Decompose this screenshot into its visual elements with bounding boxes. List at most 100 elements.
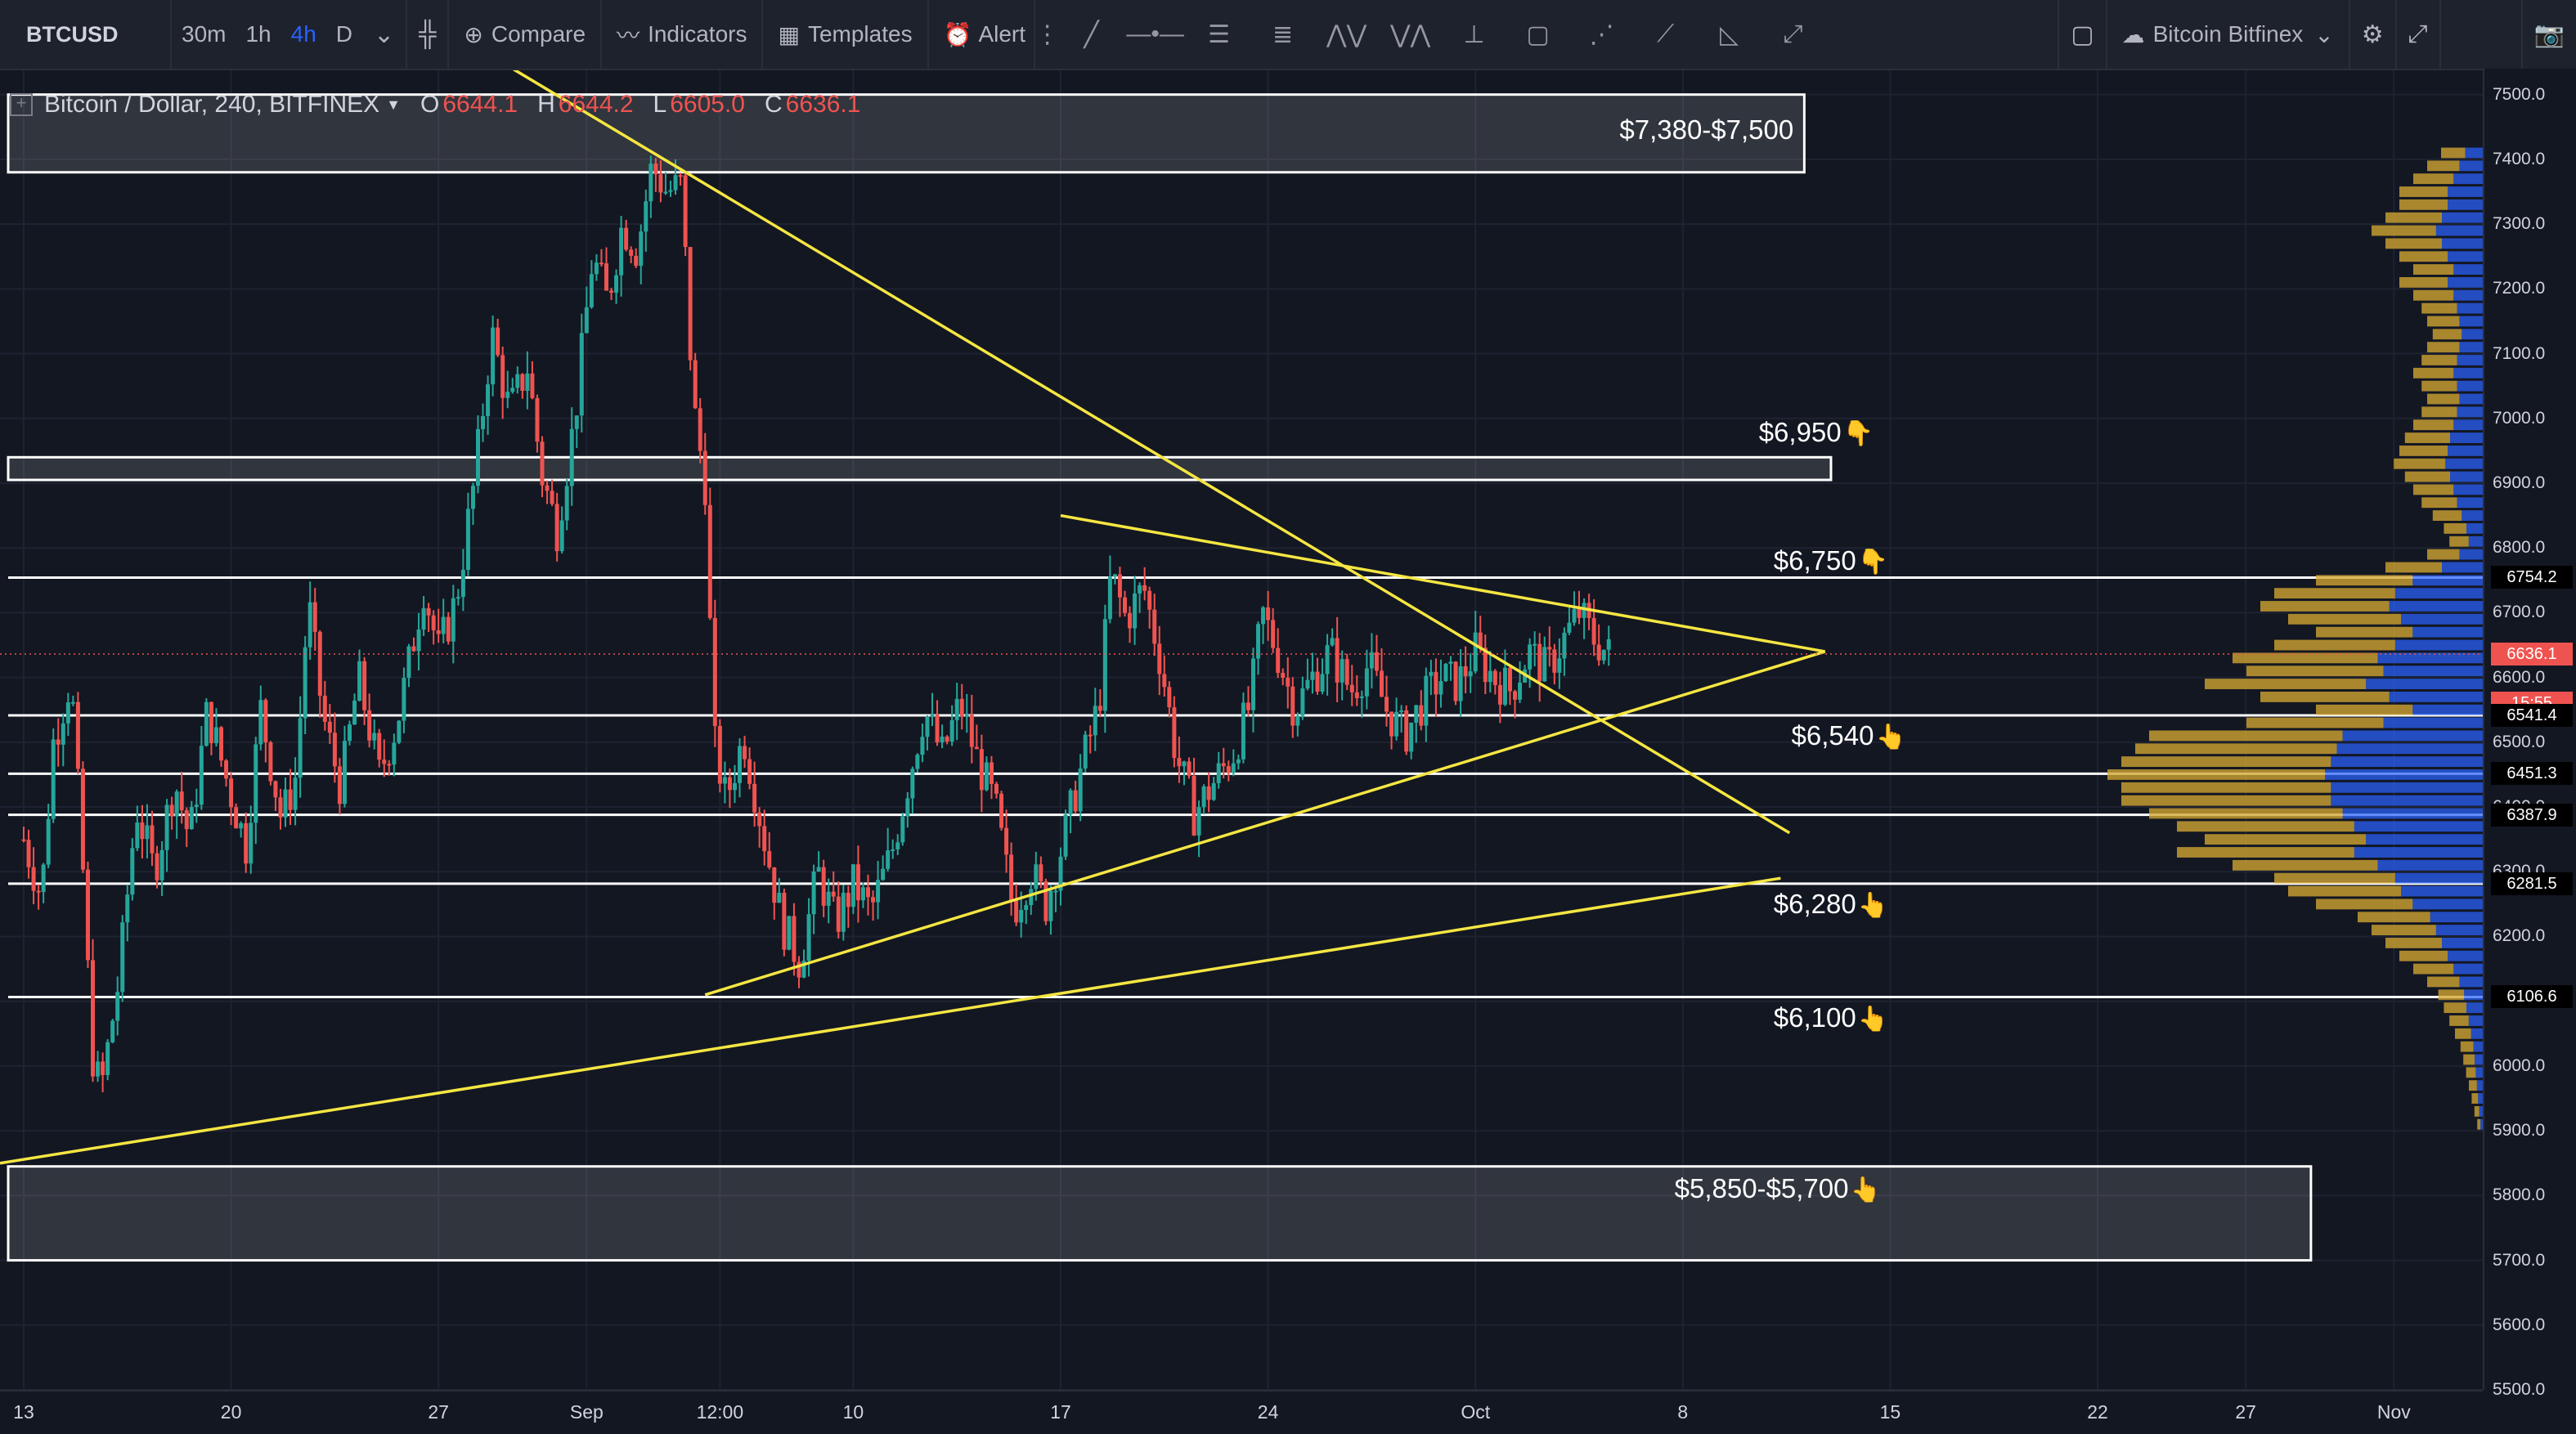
candle <box>397 719 402 745</box>
horizontal-line-tool[interactable]: —•— <box>1124 0 1187 69</box>
volume-bar-down <box>2442 937 2483 948</box>
forecast-tool[interactable]: ◺ <box>1698 0 1761 69</box>
chart-type-button[interactable]: ╬ <box>407 0 450 69</box>
pointing-up-hand-icon: 👆 <box>1875 723 1906 751</box>
volume-bar-up <box>2404 471 2451 482</box>
fib-retracement-tool[interactable]: ≣ <box>1251 0 1315 69</box>
abcd-pattern-tool[interactable]: ⋰ <box>1570 0 1634 69</box>
volume-bar-up <box>2449 1015 2469 1026</box>
legend-close-label: C <box>764 91 783 118</box>
volume-bar-down <box>2464 989 2483 1001</box>
price-tick-label: 6700.0 <box>2493 603 2546 622</box>
pattern-tool[interactable]: ⋀⋁ <box>1315 0 1379 69</box>
candle <box>1192 757 1196 836</box>
candle-body <box>1117 574 1122 598</box>
rectangle-tool[interactable]: ▢ <box>1506 0 1570 69</box>
candle-body <box>564 486 569 521</box>
price-annotation[interactable]: $6,750👇 <box>1774 545 1888 576</box>
price-axis[interactable]: 7500.0 7400.0 7300.0 7200.0 7100.0 7000.0 6900… <box>2483 69 2576 1399</box>
candle-body <box>559 520 564 552</box>
candle <box>999 791 1004 831</box>
candle <box>36 884 41 910</box>
templates-button[interactable]: ▦ Templates <box>763 0 929 69</box>
candle-body <box>1043 881 1048 921</box>
candle <box>85 861 90 969</box>
candle-body <box>288 789 293 810</box>
candle-body <box>1606 639 1611 650</box>
abcd-pattern-icon: ⋰ <box>1589 20 1614 48</box>
price-tick-label: 6500.0 <box>2493 732 2546 751</box>
price-annotation[interactable]: $6,100👆 <box>1774 1002 1888 1033</box>
candle-body <box>1463 665 1468 677</box>
candle-body <box>767 851 772 868</box>
drag-handle[interactable]: ⋮ <box>1034 20 1060 48</box>
candle <box>550 479 554 506</box>
candle-body <box>155 853 159 881</box>
time-tick-label: 12:00 <box>696 1401 744 1423</box>
candle-body <box>772 867 777 903</box>
candle-body <box>1596 644 1601 661</box>
interval-dropdown[interactable]: ⌄ <box>362 0 408 69</box>
candle-body <box>969 715 974 747</box>
volume-bar-up <box>2413 289 2454 301</box>
price-annotation[interactable]: $6,280👆 <box>1774 889 1888 920</box>
candle <box>179 771 184 824</box>
price-annotation[interactable]: $6,950👇 <box>1759 417 1874 448</box>
candle <box>1567 606 1572 635</box>
price-tick-label: 6600.0 <box>2493 667 2546 687</box>
candle-body <box>1330 638 1335 646</box>
price-annotation[interactable]: $7,380-$7,500 <box>1619 114 1793 146</box>
candle <box>164 799 169 872</box>
exchange-selector[interactable]: ☁ Bitcoin Bitfinex ⌄ <box>2107 0 2350 69</box>
indicators-button[interactable]: 〰 Indicators <box>602 0 764 69</box>
volume-bar-down <box>2401 885 2483 897</box>
interval-d[interactable]: D <box>335 21 353 47</box>
candle <box>125 885 130 942</box>
projection-tool[interactable]: ⊥ <box>1443 0 1506 69</box>
candle-body <box>392 742 397 765</box>
price-tick-label: 5800.0 <box>2493 1185 2546 1205</box>
trend-line-tool[interactable]: ╱ <box>1060 0 1124 69</box>
volume-bar-down <box>2377 859 2483 871</box>
snapshot-button[interactable]: 📷 <box>2523 0 2576 69</box>
candle <box>1226 760 1231 782</box>
legend-title[interactable]: Bitcoin / Dollar, 240, BITFINEX <box>44 91 380 118</box>
brush-tool[interactable]: ⟋ <box>1634 0 1698 69</box>
interval-4h[interactable]: 4h <box>290 21 316 47</box>
interval-30m[interactable]: 30m <box>182 21 227 47</box>
volume-bar-up <box>2121 756 2331 768</box>
candle <box>1177 736 1182 783</box>
candle <box>1281 668 1286 686</box>
parallel-channel-tool[interactable]: ☰ <box>1187 0 1251 69</box>
candle <box>797 956 801 988</box>
candle-body <box>41 864 46 893</box>
candle-body <box>574 415 579 429</box>
path-tool[interactable]: ⤢ <box>1761 0 1825 69</box>
fullscreen-toggle[interactable]: ▢ <box>2058 0 2107 69</box>
caret-down-icon[interactable]: ▼ <box>386 96 401 113</box>
interval-1h[interactable]: 1h <box>245 21 272 47</box>
candle <box>342 725 347 808</box>
candle-body <box>1399 710 1404 712</box>
time-axis[interactable]: 13 20 27 Sep 12:00 10 17 24 Oct 8 15 22 27 Nov <box>0 1390 2483 1434</box>
square-icon: ▢ <box>2071 20 2094 48</box>
expand-button[interactable]: ⤢ <box>2397 0 2441 69</box>
price-level-tag: 6754.2 <box>2491 566 2573 589</box>
expand-legend-icon[interactable]: + <box>10 93 33 116</box>
pointing-down-hand-icon: 👇 <box>1842 420 1874 448</box>
candle <box>1122 590 1127 617</box>
candle-body <box>56 739 61 745</box>
symbol-search[interactable]: BTCUSD <box>0 0 172 69</box>
volume-bar-down <box>2480 1118 2483 1130</box>
price-annotation[interactable]: $5,850-$5,700👆 <box>1675 1173 1881 1204</box>
compare-button[interactable]: ⊕ Compare <box>449 0 603 69</box>
elliott-wave-tool[interactable]: ⋁⋀ <box>1379 0 1443 69</box>
price-annotation[interactable]: $6,540👆 <box>1792 720 1906 751</box>
settings-button[interactable]: ⚙ <box>2350 0 2397 69</box>
candle-body <box>263 700 268 743</box>
candle-body <box>1142 585 1147 591</box>
alert-button[interactable]: ⏰ Alert <box>929 0 1035 69</box>
candle-body <box>1221 763 1226 767</box>
